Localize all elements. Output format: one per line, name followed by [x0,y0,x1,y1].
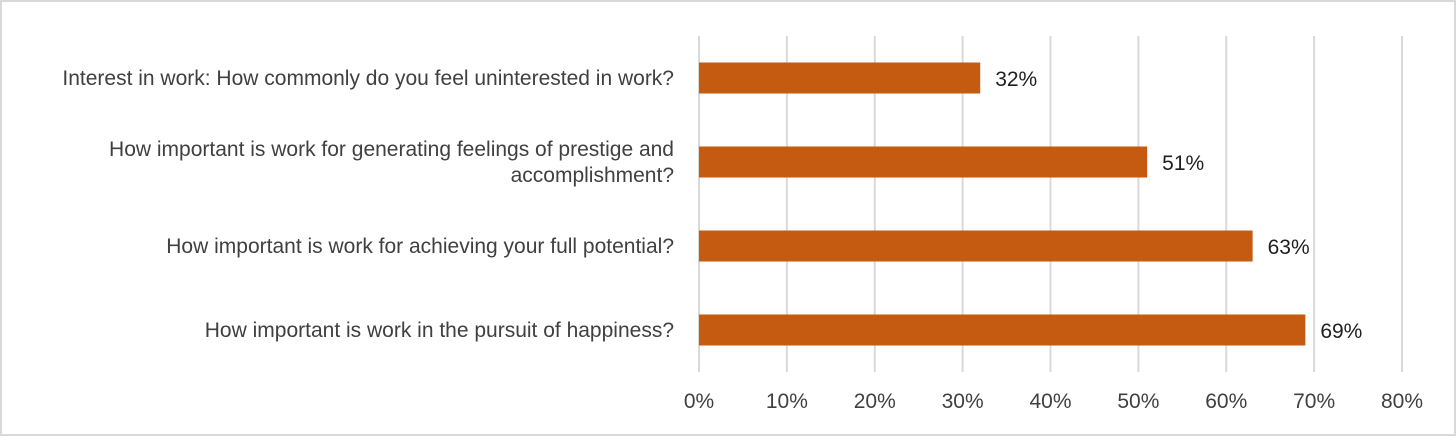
x-tick-label: 70% [1293,390,1335,413]
x-tick-label: 60% [1205,390,1247,413]
category-label-line: Interest in work: How commonly do you fe… [62,67,674,90]
category-labels: Interest in work: How commonly do you fe… [62,67,674,342]
category-label-line: How important is work in the pursuit of … [205,319,674,342]
data-label-4: 69% [1320,320,1362,343]
category-label-3: How important is work for achieving your… [166,235,674,258]
bar-4 [699,314,1306,346]
category-label-line: How important is work for achieving your… [166,235,674,258]
data-label-1: 32% [995,68,1037,91]
category-label-2: How important is work for generating fee… [109,138,674,187]
x-tick-label: 30% [942,390,984,413]
x-tick-label: 80% [1381,390,1423,413]
category-label-1: Interest in work: How commonly do you fe… [62,67,674,90]
data-label-2: 51% [1162,152,1204,175]
x-axis-tick-labels: 0% 10% 20% 30% 40% 50% 60% 70% 80% [684,390,1423,413]
bar-1 [699,62,981,94]
category-label-line: accomplishment? [511,164,674,187]
x-tick-label: 20% [854,390,896,413]
x-tick-label: 40% [1029,390,1071,413]
category-label-line: How important is work for generating fee… [109,138,674,161]
data-labels: 32% 51% 63% 69% [995,68,1362,343]
bar-3 [699,230,1253,262]
data-label-3: 63% [1268,236,1310,259]
bar-2 [699,146,1148,178]
x-tick-label: 50% [1117,390,1159,413]
x-tick-label: 0% [684,390,714,413]
x-tick-label: 10% [766,390,808,413]
category-label-4: How important is work in the pursuit of … [205,319,674,342]
bars [699,62,1306,346]
